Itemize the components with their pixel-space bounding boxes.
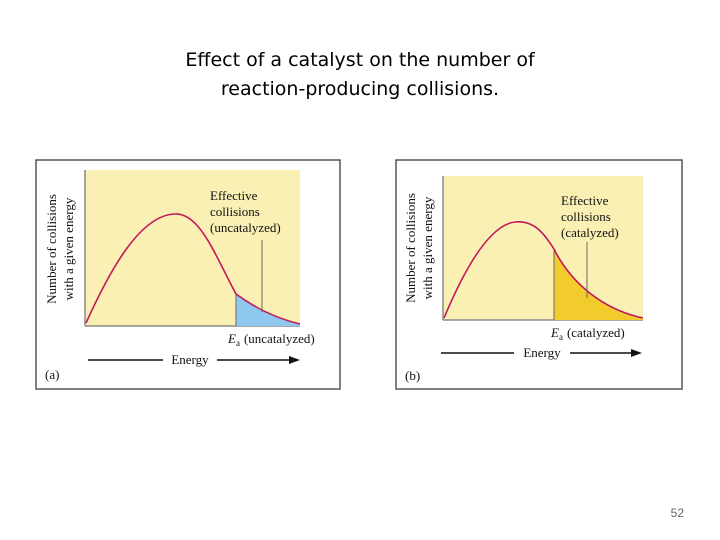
panel-b-ea-symbol: E: [550, 325, 559, 340]
panel-b-ylabel-line-2: with a given energy: [420, 196, 435, 299]
panel-a-ylabel-line-2: with a given energy: [61, 197, 76, 300]
panel-a-annotation-line-2: collisions: [210, 204, 260, 219]
panel-b-annotation-line-1: Effective: [561, 193, 609, 208]
panel-a-ea-symbol: E: [227, 331, 236, 346]
panel-a-energy-arrow-head: [289, 356, 300, 364]
panel-b-effective-collisions-area: [554, 249, 643, 320]
panel-b-ea-label: Ea (catalyzed): [550, 325, 625, 342]
panel-b-energy-arrow-head: [631, 349, 642, 357]
panel-a-plot-background: [85, 170, 300, 326]
slide-title: Effect of a catalyst on the number of re…: [0, 46, 720, 104]
panel-b-plot-background: [443, 176, 643, 320]
panel-a-label: (a): [45, 367, 59, 382]
panel-b-distribution-curve: [443, 221, 644, 319]
panel-a-annotation-line-1: Effective: [210, 188, 258, 203]
panel-a-distribution-curve: [85, 213, 301, 325]
panel-b-label: (b): [405, 368, 420, 383]
slide-title-line-1: Effect of a catalyst on the number of: [185, 49, 535, 71]
panel-b-ylabel-line-1: Number of collisions: [403, 193, 418, 303]
panel-a-effective-collisions-area: [236, 294, 300, 326]
panel-b-xlabel: Energy: [523, 345, 561, 360]
panel-a-ea-label: Ea (uncatalyzed): [227, 331, 315, 348]
slide-title-line-2: reaction-producing collisions.: [220, 78, 500, 100]
panel-b-annotation-line-2: collisions: [561, 209, 611, 224]
panel-a-ea-subscript: a: [236, 338, 240, 348]
panel-b-ea-text: (catalyzed): [567, 325, 625, 340]
panel-a-annotation-line-3: (uncatalyzed): [210, 220, 281, 235]
panel-a-ylabel-line-1: Number of collisions: [44, 194, 59, 304]
panel-a-annotation: Effective collisions (uncatalyzed): [210, 188, 281, 235]
panel-a-ea-text: (uncatalyzed): [244, 331, 315, 346]
panel-b-ea-subscript: a: [559, 332, 563, 342]
panel-b-annotation: Effective collisions (catalyzed): [561, 193, 619, 240]
panel-a-xlabel: Energy: [171, 352, 209, 367]
panel-b-annotation-line-3: (catalyzed): [561, 225, 619, 240]
page-number: 52: [670, 506, 684, 520]
